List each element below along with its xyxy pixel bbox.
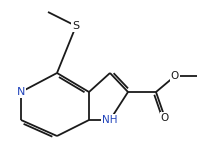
Text: NH: NH — [102, 115, 118, 125]
Text: S: S — [73, 21, 80, 31]
Text: O: O — [161, 113, 169, 123]
Text: N: N — [17, 87, 25, 97]
Text: O: O — [171, 71, 179, 81]
